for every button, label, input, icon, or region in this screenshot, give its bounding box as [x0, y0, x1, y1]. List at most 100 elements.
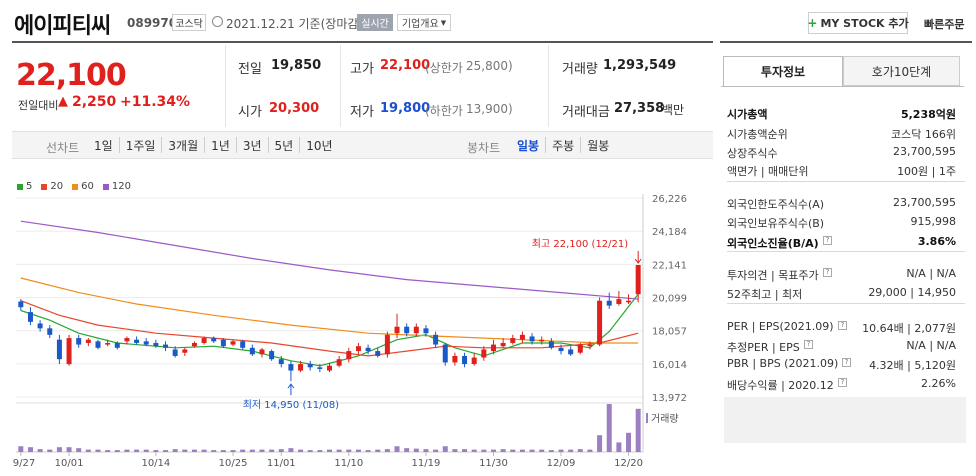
info-divider-1: [727, 181, 965, 182]
candle-body: [597, 300, 603, 345]
candle-body: [114, 342, 120, 348]
candle-body: [452, 355, 458, 363]
volume-bar: [105, 450, 111, 452]
volume-bar: [230, 450, 236, 452]
candle-body: [635, 265, 641, 295]
line-tab-2[interactable]: 1주일: [118, 137, 162, 153]
candle-body: [143, 341, 149, 345]
candle-body: [336, 359, 342, 366]
candle-body: [47, 328, 53, 335]
upper-limit-label: (상한가: [425, 61, 463, 75]
open-value: 20,300: [269, 101, 320, 116]
candle-body: [249, 347, 255, 355]
volume-bar: [66, 447, 72, 452]
volume-bar: [269, 449, 275, 452]
clock-icon: [212, 16, 223, 27]
info-label: 시가총액: [727, 108, 768, 121]
info-value: 코스닥 166위: [891, 128, 956, 141]
candle-body: [606, 300, 612, 306]
candle-body: [327, 365, 332, 371]
candle-body: [539, 339, 545, 342]
ma20-line: [20, 300, 639, 357]
volume-bar: [355, 449, 361, 452]
info-value: 915,998: [910, 215, 957, 228]
market-badge: 코스닥: [172, 14, 206, 31]
line-tab-6[interactable]: 5년: [267, 137, 300, 153]
help-icon[interactable]: ?: [823, 236, 832, 245]
volume-bar: [249, 449, 255, 452]
info-label: 액면가 | 매매단위: [727, 165, 809, 178]
legend-label: 20: [50, 181, 64, 192]
volume-bar: [220, 450, 226, 452]
volume-legend-swatch: [646, 413, 648, 423]
volume-label: 거래량: [562, 62, 598, 77]
candle-body: [577, 344, 583, 353]
help-icon[interactable]: ?: [842, 358, 851, 367]
help-icon[interactable]: ?: [838, 378, 847, 387]
volume-bar: [452, 449, 458, 452]
volume-bar: [56, 447, 62, 452]
candle-body: [85, 339, 91, 343]
volume-bar: [153, 450, 159, 452]
amount-unit: 백만: [662, 103, 685, 117]
candle-body: [278, 359, 284, 365]
help-icon[interactable]: ?: [823, 268, 832, 277]
line-tab-4[interactable]: 1년: [204, 137, 236, 153]
volume-bar: [462, 449, 468, 452]
volume-bar: [529, 449, 535, 452]
info-divider-3: [727, 303, 965, 304]
stock-name: 에이피티씨: [14, 14, 111, 39]
volume-bar: [95, 449, 101, 452]
y-tick-label: 16,014: [652, 360, 687, 371]
x-tick-label: 10/14: [141, 458, 170, 469]
candle-tab-3[interactable]: 월봉: [580, 137, 615, 153]
line-tab-3[interactable]: 3개월: [161, 137, 204, 153]
tab-hoga[interactable]: 호가10단계: [843, 56, 960, 86]
candle-body: [134, 339, 140, 343]
chart-tab-bar: [12, 131, 713, 159]
volume-bar: [568, 449, 574, 452]
candle-tab-2[interactable]: 주봉: [545, 137, 580, 153]
help-icon[interactable]: ?: [804, 340, 813, 349]
company-overview-button[interactable]: 기업개요 ▼: [397, 14, 451, 31]
candle-body: [375, 351, 381, 356]
legend-label: 5: [26, 181, 33, 192]
legend-item-ma120: 120: [102, 181, 131, 192]
volume-bar: [240, 449, 246, 452]
line-tab-1[interactable]: 1일: [94, 139, 113, 153]
volume-bar: [191, 449, 197, 452]
candle-body: [587, 344, 593, 347]
mystock-add-button[interactable]: + MY STOCK 추가: [807, 12, 909, 34]
volume-bar: [114, 450, 120, 452]
volume-bar: [423, 449, 429, 452]
caret-down-icon: ▼: [440, 18, 447, 27]
candle-body: [365, 347, 371, 352]
quote-divider-1: [340, 45, 341, 127]
candle-body: [220, 339, 226, 347]
volume-bar: [471, 449, 477, 452]
legend-label: 120: [111, 181, 131, 192]
open-label: 시가: [238, 105, 262, 120]
tab-invest[interactable]: 투자정보: [723, 56, 843, 86]
volume-bar: [27, 447, 33, 452]
x-tick-label: 11/01: [267, 458, 296, 469]
tab-invest-label: 투자정보: [760, 65, 806, 79]
line-tab-5[interactable]: 3년: [235, 137, 268, 153]
help-icon[interactable]: ?: [838, 321, 847, 330]
lower-limit-label: (하한가: [425, 104, 463, 118]
candle-body: [191, 342, 197, 347]
candle-body: [558, 347, 564, 352]
candle-tab-1[interactable]: 일봉: [517, 139, 540, 153]
candle-body: [423, 328, 429, 334]
volume-bar: [433, 449, 439, 452]
quick-order-link[interactable]: 빠른주문: [924, 18, 965, 31]
line-tab-7[interactable]: 10년: [299, 137, 338, 153]
candle-body: [27, 312, 33, 322]
y-tick-label: 26,226: [652, 194, 687, 205]
candle-body: [240, 341, 246, 348]
volume-bar: [18, 446, 24, 452]
volume-bar: [163, 450, 169, 452]
candle-body: [519, 334, 525, 340]
volume-bar: [298, 449, 304, 452]
info-label: 상장주식수: [727, 147, 778, 160]
